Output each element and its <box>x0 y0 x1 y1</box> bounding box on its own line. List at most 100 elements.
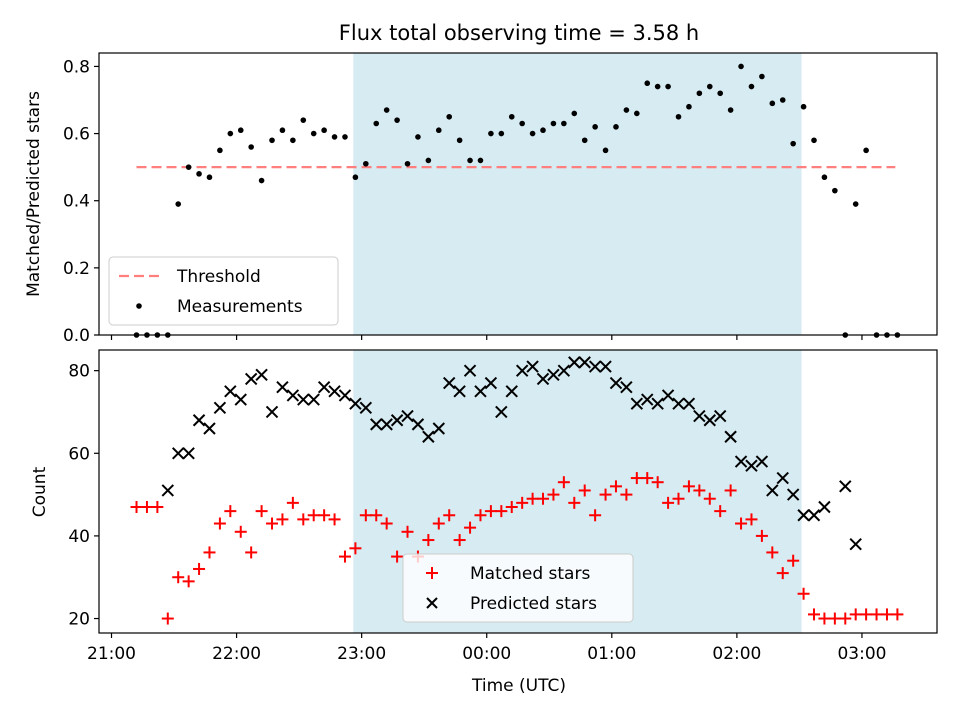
matched-star-point <box>860 608 873 621</box>
x-tick-label: 21:00 <box>87 644 136 664</box>
ratio-y-tick-label: 0.2 <box>63 259 90 279</box>
predicted-star-point <box>182 447 195 460</box>
predicted-star-point <box>672 397 685 410</box>
matched-star-point <box>714 505 727 518</box>
matched-star-point <box>787 554 800 567</box>
ratio-y-tick-label: 0.4 <box>63 192 90 212</box>
measurement-point <box>696 90 703 97</box>
predicted-star-point <box>317 380 331 394</box>
x-tick-label: 00:00 <box>462 644 511 664</box>
predicted-star-point <box>349 397 362 410</box>
measurement-point <box>581 137 588 144</box>
predicted-star-point <box>620 380 633 394</box>
measurement-point <box>634 110 640 117</box>
count-y-axis-label: Count <box>30 466 50 517</box>
measurement-point <box>196 171 202 177</box>
predicted-star-point <box>568 356 581 369</box>
predicted-star-point <box>536 372 550 386</box>
predicted-star-point <box>588 360 602 373</box>
matched-star-point <box>849 608 862 621</box>
measurement-point <box>665 83 671 90</box>
x-axis-label: Time (UTC) <box>471 676 566 696</box>
measurement-point <box>217 147 223 154</box>
predicted-star-point <box>547 368 560 381</box>
matched-star-point <box>307 509 320 522</box>
matched-star-point <box>599 488 612 501</box>
matched-star-point <box>224 505 237 518</box>
predicted-star-point <box>713 409 727 423</box>
matched-star-point <box>828 612 841 625</box>
predicted-star-point <box>172 447 185 460</box>
matched-star-point <box>328 513 341 526</box>
predicted-star-point <box>276 380 289 394</box>
matched-star-point <box>172 571 185 584</box>
matched-star-point <box>620 488 633 501</box>
measurement-point <box>185 164 192 170</box>
predicted-star-point <box>786 488 800 501</box>
matched-star-point <box>474 509 487 522</box>
matched-star-point <box>443 509 456 522</box>
matched-star-point <box>276 513 289 526</box>
measurement-point <box>540 127 546 134</box>
measurement-point <box>383 107 390 113</box>
measurement-point <box>727 107 734 113</box>
predicted-star-point <box>192 414 206 427</box>
measurement-point <box>748 83 755 90</box>
measurement-point <box>363 160 369 167</box>
legend-threshold-label: Threshold <box>176 267 261 287</box>
measurement-point <box>206 174 213 181</box>
ratio-y-tick-label: 0.0 <box>63 326 90 346</box>
measurement-point <box>269 137 275 144</box>
matched-star-point <box>662 496 675 509</box>
predicted-star-point <box>505 385 518 398</box>
predicted-star-point <box>203 422 216 435</box>
predicted-star-point <box>693 409 706 423</box>
matched-star-point <box>380 517 393 530</box>
matched-star-point <box>818 612 831 625</box>
count-y-tick-label: 80 <box>68 362 90 382</box>
predicted-star-point <box>578 356 591 369</box>
predicted-star-point <box>484 376 498 390</box>
matched-star-point <box>609 480 622 493</box>
ratio-y-tick-label: 0.6 <box>63 125 90 145</box>
measurement-point <box>415 134 421 140</box>
predicted-star-point <box>390 414 404 427</box>
matched-star-point <box>537 492 550 505</box>
matched-star-point <box>130 500 143 513</box>
measurement-point <box>706 83 713 90</box>
matched-star-point <box>808 608 821 621</box>
matched-star-point <box>213 517 226 530</box>
matched-star-point <box>703 492 716 505</box>
predicted-star-point <box>734 455 748 468</box>
ratio-x-ticks <box>110 335 863 340</box>
count-points <box>130 356 904 625</box>
measurement-point <box>248 144 254 150</box>
count-panel-frame <box>98 349 938 634</box>
matched-star-point <box>589 509 602 522</box>
count-legend: Matched stars Predicted stars <box>402 553 634 623</box>
matched-star-point <box>682 480 695 493</box>
predicted-star-point <box>609 376 623 390</box>
legend-measurements-label: Measurements <box>177 297 303 317</box>
matched-star-point <box>547 488 560 501</box>
measurement-point <box>592 124 598 130</box>
matched-star-point <box>338 550 351 563</box>
matched-star-point <box>297 513 310 526</box>
matched-star-point <box>526 492 539 505</box>
matched-star-point <box>880 608 893 621</box>
measurement-point <box>352 174 359 181</box>
matched-star-point <box>401 525 414 538</box>
measurement-point <box>290 137 296 144</box>
predicted-star-point <box>474 385 487 398</box>
legend-matched-label: Matched stars <box>470 564 590 584</box>
measurement-point <box>832 187 838 194</box>
ratio-panel-frame <box>98 52 938 336</box>
predicted-star-point <box>849 537 862 551</box>
measurement-point <box>644 80 651 87</box>
legend-predicted-label: Predicted stars <box>470 594 597 614</box>
predicted-star-point <box>338 389 352 402</box>
measurement-point <box>300 117 307 123</box>
matched-star-point <box>245 546 258 559</box>
predicted-star-point <box>380 418 393 431</box>
predicted-star-point <box>422 430 435 443</box>
